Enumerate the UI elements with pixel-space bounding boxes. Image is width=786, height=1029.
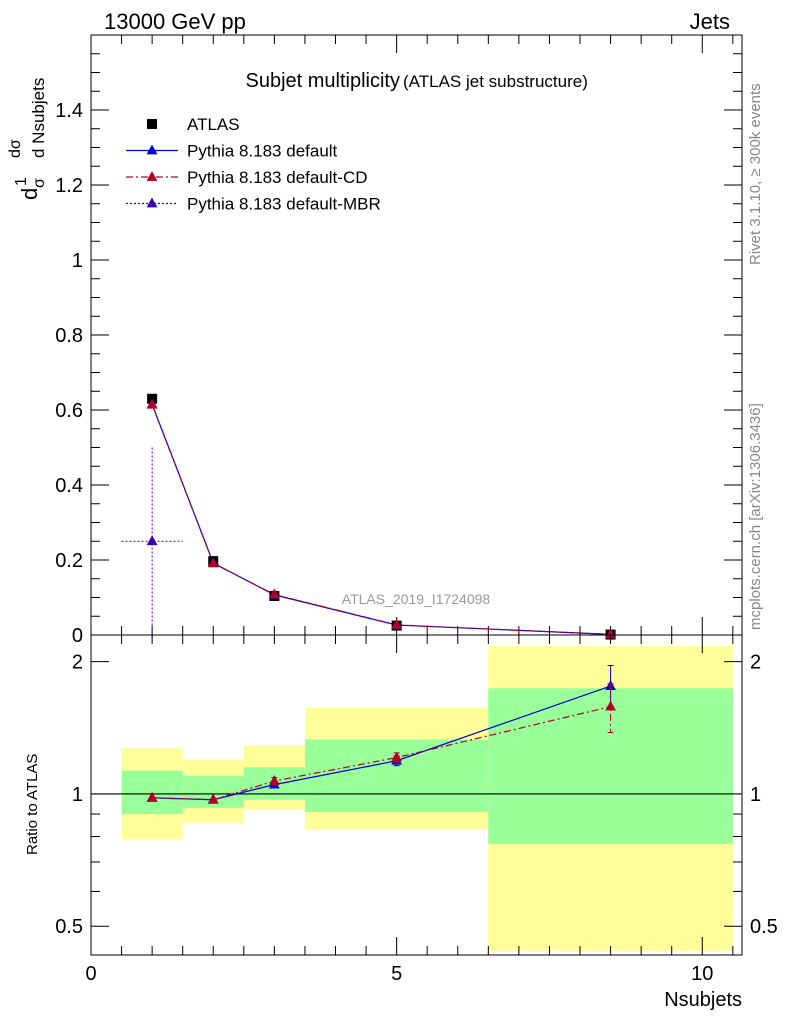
ratio-point	[207, 793, 219, 804]
rivet-label: Rivet 3.1.10, ≥ 300k events	[747, 83, 764, 265]
mc-point	[268, 588, 280, 599]
main-panel: 0 0.2 0.4 0.6 0.8 1 1.2 1.4 ATLAS Pythia 8.183 d…	[7, 34, 743, 647]
main-title: Subjet multiplicity	[245, 70, 400, 92]
mc-point	[146, 398, 158, 409]
ratio-y-tick-label: 1	[72, 784, 83, 806]
mc-point	[146, 535, 158, 546]
ratio-panel: 0.5 0.5 1 1 2 2 0 5 10 Ratio to ATLAS Nsubjets	[24, 634, 778, 1011]
y-tick-label: 0.8	[55, 325, 83, 347]
main-subtitle: (ATLAS jet substructure)	[403, 72, 588, 91]
legend-marker	[146, 197, 158, 208]
series-line	[151, 404, 611, 636]
y-tick-label: 0.2	[55, 550, 83, 572]
ylabel-dnsubjets: d Nsubjets	[29, 78, 48, 158]
x-tick-label: 5	[391, 963, 402, 985]
ylabel-d: d	[17, 188, 42, 200]
uncertainty-band-inner	[488, 688, 733, 844]
legend: ATLAS Pythia 8.183 default Pythia 8.183 de…	[126, 115, 381, 214]
ylabel-one: 1	[13, 177, 30, 186]
legend-marker	[146, 171, 158, 181]
ratio-point	[605, 700, 616, 711]
legend-marker	[146, 144, 158, 155]
mc-point	[391, 618, 403, 629]
legend-label: ATLAS	[187, 115, 240, 134]
y-tick-label: 0	[72, 625, 83, 647]
y-tick-label: 1.4	[55, 100, 83, 122]
mc-point	[207, 557, 219, 568]
ratio-frame	[90, 634, 743, 956]
header-left: 13000 GeV pp	[104, 9, 246, 34]
header-right: Jets	[690, 9, 730, 34]
legend-label: Pythia 8.183 default	[187, 142, 338, 161]
y-tick-label: 1	[72, 250, 83, 272]
x-axis-label: Nsubjets	[664, 989, 742, 1011]
ratio-y-tick-label: 1	[750, 784, 761, 806]
ylabel-sigma: σ	[31, 178, 48, 188]
ratio-point	[268, 775, 280, 785]
y-tick-label: 1.2	[55, 175, 83, 197]
y-axis-label: d 1 σ dσ d Nsubjets	[7, 78, 48, 200]
ratio-point	[391, 751, 403, 762]
ratio-y-label: Ratio to ATLAS	[24, 754, 41, 855]
x-tick-label: 0	[85, 963, 96, 985]
ylabel-dsigma: dσ	[7, 139, 24, 158]
y-tick-label: 0.6	[55, 400, 83, 422]
ratio-y-tick-label: 2	[750, 652, 761, 674]
ratio-point	[146, 791, 158, 802]
legend-label: Pythia 8.183 default-CD	[187, 168, 368, 187]
legend-label: Pythia 8.183 default-MBR	[187, 195, 381, 214]
x-tick-label: 10	[691, 963, 713, 985]
legend-marker	[147, 119, 157, 129]
ratio-y-tick-label: 0.5	[55, 916, 83, 938]
y-tick-label: 0.4	[55, 475, 83, 497]
mcplots-label: mcplots.cern.ch [arXiv:1306.3436]	[747, 403, 764, 630]
uncertainty-band-inner	[304, 739, 489, 812]
watermark: ATLAS_2019_I1724098	[342, 591, 491, 607]
ratio-y-tick-label: 0.5	[750, 916, 778, 938]
mc-point	[605, 628, 616, 639]
ratio-y-tick-label: 2	[72, 652, 83, 674]
